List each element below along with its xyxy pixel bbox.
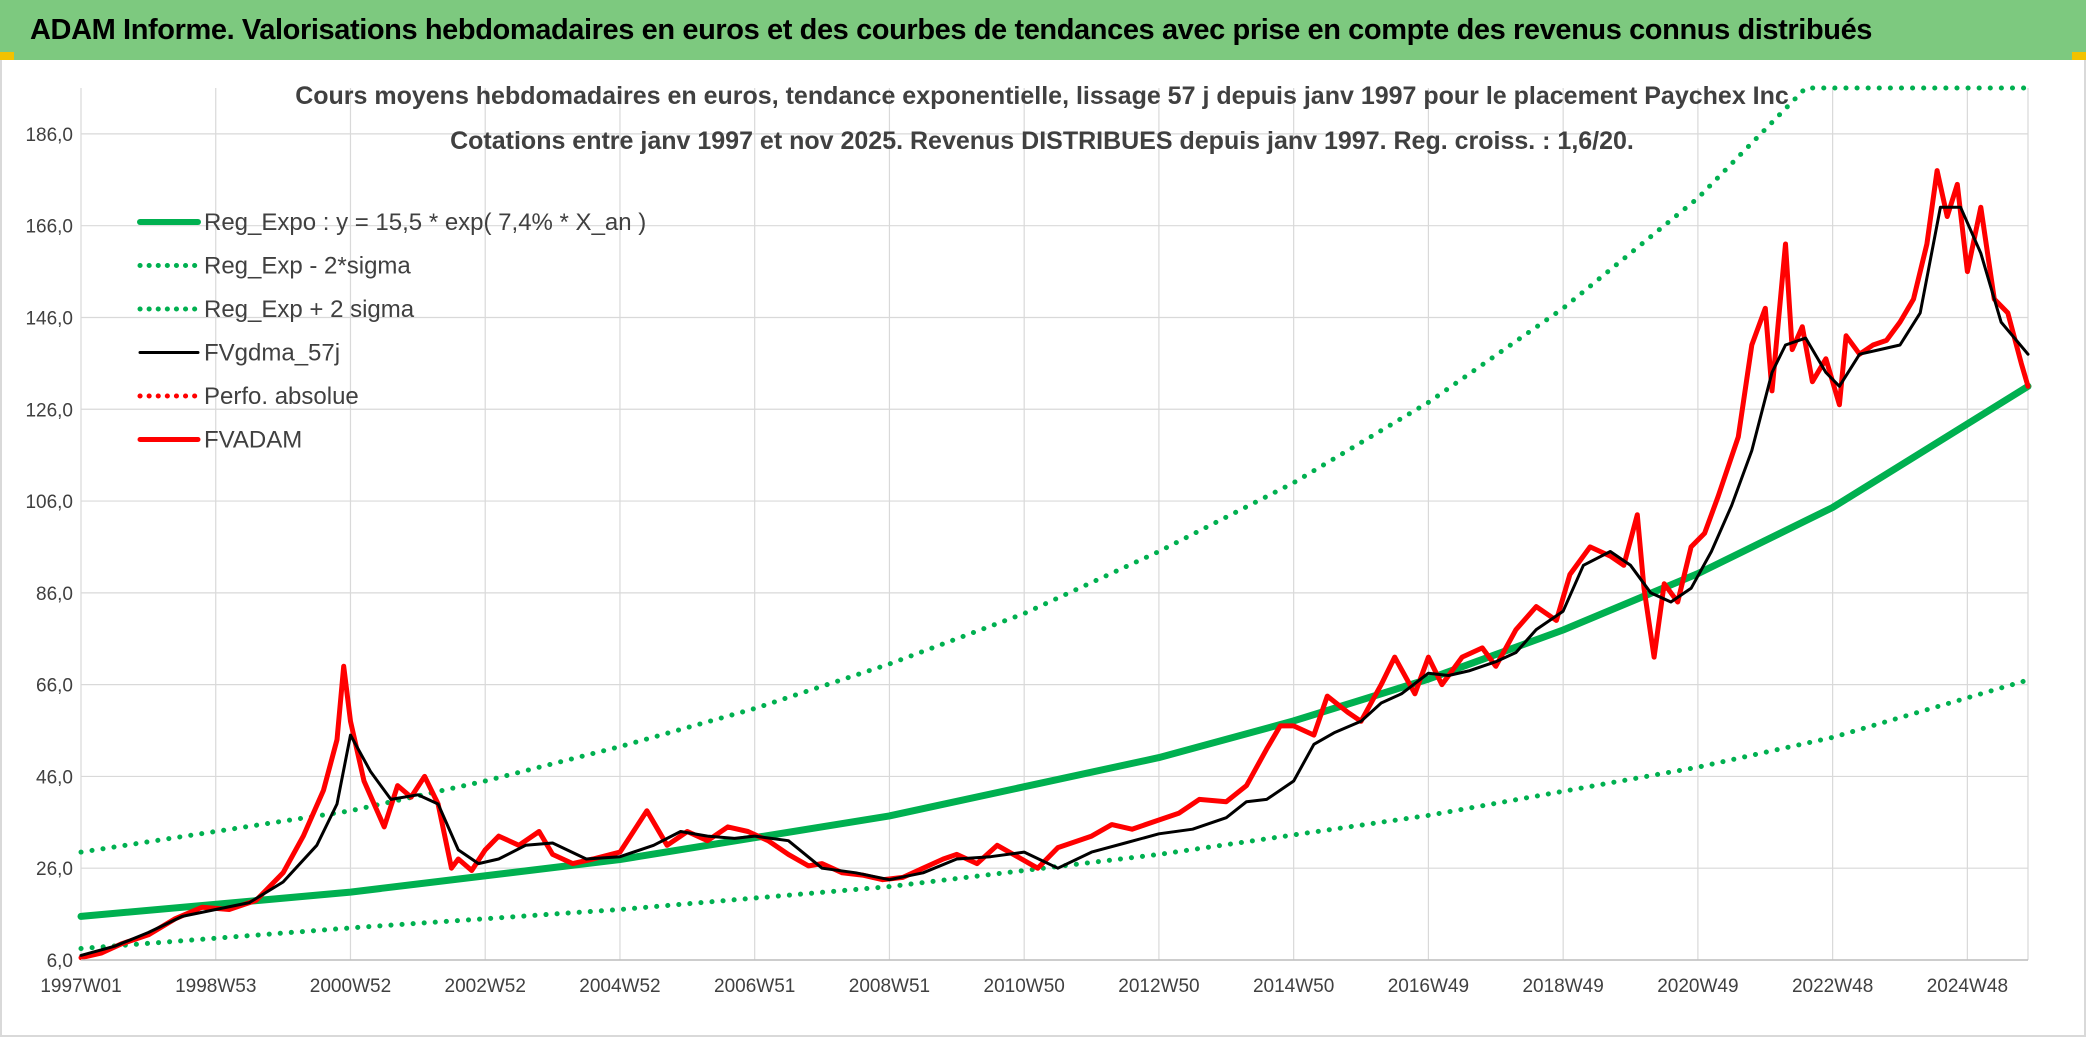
legend-label: Reg_Exp + 2 sigma (204, 296, 415, 323)
report-banner: ADAM Informe. Valorisations hebdomadaire… (0, 0, 2086, 60)
y-tick-label: 46,0 (36, 767, 73, 788)
y-tick-label: 166,0 (25, 217, 73, 238)
y-tick-label: 6,0 (47, 951, 73, 972)
series-line-1 (78, 677, 2031, 951)
legend-label: FVADAM (204, 427, 302, 454)
legend-label: Reg_Expo : y = 15,5 * exp( 7,4% * X_an ) (204, 209, 646, 236)
x-tick-label: 2024W48 (1927, 976, 2008, 997)
legend-label: Perfo. absolue (204, 383, 359, 410)
y-tick-label: 126,0 (25, 400, 73, 421)
line-chart: 6,0 26,0 46,0 66,0 86,0 106,0 126,0 146,0 166,0 1… (25, 82, 2032, 997)
x-tick-label: 2016W49 (1388, 976, 1469, 997)
x-tick-label: 1998W53 (175, 976, 256, 997)
chart-area: 6,0 26,0 46,0 66,0 86,0 106,0 126,0 146,0 166,0 1… (0, 60, 2086, 1037)
grid (80, 88, 2029, 961)
series-lines (77, 85, 2032, 961)
x-tick-label: 1997W01 (40, 976, 121, 997)
legend: Reg_Expo : y = 15,5 * exp( 7,4% * X_an )… (137, 209, 646, 454)
chart-subtitle: Cotations entre janv 1997 et nov 2025. R… (450, 127, 1634, 155)
x-tick-label: 2002W52 (445, 976, 526, 997)
x-tick-label: 2010W50 (984, 976, 1065, 997)
y-tick-label: 26,0 (36, 859, 73, 880)
y-tick-label: 106,0 (25, 492, 73, 513)
y-tick-label: 86,0 (36, 584, 73, 605)
y-tick-label: 66,0 (36, 676, 73, 697)
legend-label: Reg_Exp - 2*sigma (204, 253, 411, 280)
banner-corner-right (2072, 52, 2086, 60)
x-tick-label: 2008W51 (849, 976, 930, 997)
x-tick-label: 2004W52 (579, 976, 660, 997)
series-line-3 (79, 205, 2030, 957)
y-tick-label: 186,0 (25, 125, 73, 146)
x-tick-label: 2006W51 (714, 976, 795, 997)
x-tick-label: 2018W49 (1522, 976, 1603, 997)
series-line-2 (78, 85, 2031, 855)
banner-corner-left (0, 52, 14, 60)
axes: 6,0 26,0 46,0 66,0 86,0 106,0 126,0 146,0 166,0 1… (25, 125, 2028, 997)
series-line-0 (77, 382, 2032, 920)
x-tick-label: 2014W50 (1253, 976, 1334, 997)
chart-title: Cours moyens hebdomadaires en euros, ten… (295, 82, 1789, 110)
y-tick-label: 146,0 (25, 308, 73, 329)
series-line-5 (78, 168, 2031, 961)
x-tick-label: 2020W49 (1657, 976, 1738, 997)
legend-label: FVgdma_57j (204, 340, 340, 367)
x-tick-label: 2012W50 (1118, 976, 1199, 997)
banner-title: ADAM Informe. Valorisations hebdomadaire… (30, 13, 1873, 46)
x-tick-label: 2000W52 (310, 976, 391, 997)
x-tick-label: 2022W48 (1792, 976, 1873, 997)
